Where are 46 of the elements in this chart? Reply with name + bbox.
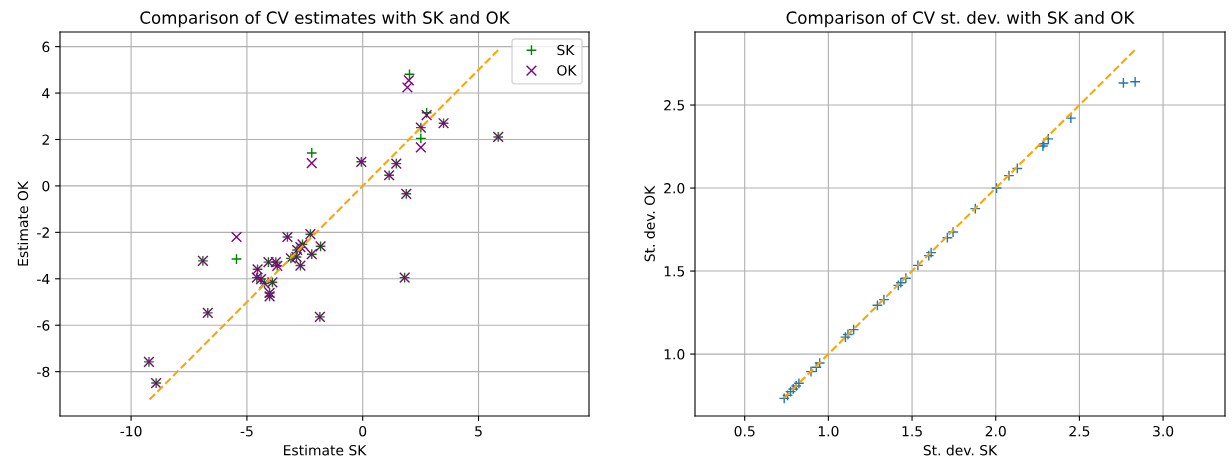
x-tick-label: 5: [475, 426, 482, 437]
legend-label: OK: [557, 65, 577, 76]
y-tick-label: -4: [37, 273, 50, 285]
x-tick-label: 1.0: [818, 425, 839, 437]
x-tick-label: -10: [120, 425, 142, 437]
point: [969, 203, 981, 215]
point: [912, 259, 924, 271]
point: [991, 182, 1003, 194]
x-tick-label: 2.0: [985, 425, 1006, 437]
x-axis-title: St. dev. SK: [923, 444, 998, 456]
point: [306, 147, 318, 159]
y-tick-label: 1.5: [664, 266, 685, 277]
point: [306, 157, 318, 169]
y-tick-label: 6: [42, 41, 50, 53]
y-tick-label: -6: [37, 320, 50, 331]
point: [403, 68, 416, 80]
x-tick-label: 3.0: [1153, 425, 1174, 437]
y-tick-label: 0: [42, 180, 50, 192]
y-tick-label: 2.0: [664, 183, 685, 194]
x-tick-label: -5: [240, 426, 253, 437]
y-tick-label: 2: [42, 134, 49, 145]
point: [1011, 162, 1023, 175]
point: [415, 141, 427, 153]
point: [401, 81, 413, 94]
x-tick-label: 0.5: [734, 425, 755, 437]
y-tick-label: 2.5: [664, 100, 685, 111]
x-tick-label: 1.5: [902, 426, 922, 437]
point: [1129, 76, 1141, 88]
chart-title: Comparison of CV estimates with SK and OK: [140, 11, 510, 28]
y-tick-label: 1.0: [664, 349, 685, 360]
x-tick-label: 2.5: [1069, 425, 1090, 437]
x-axis-title: Estimate SK: [284, 444, 367, 456]
point: [1117, 77, 1129, 89]
y-tick-label: -2: [37, 227, 49, 238]
y-tick-label: -8: [37, 366, 50, 378]
y-axis-title: St. dev. OK: [644, 185, 655, 262]
point: [230, 231, 243, 243]
point: [230, 253, 243, 265]
y-axis-title: Estimate OK: [17, 180, 29, 266]
legend-label: SK: [557, 44, 575, 56]
point: [415, 132, 427, 144]
x-tick-label: 0: [359, 425, 367, 437]
point: [1003, 170, 1015, 182]
point: [403, 74, 415, 86]
chart-title: Comparison of CV st. dev. with SK and OK: [786, 11, 1135, 28]
y-tick-label: 4: [42, 88, 50, 99]
